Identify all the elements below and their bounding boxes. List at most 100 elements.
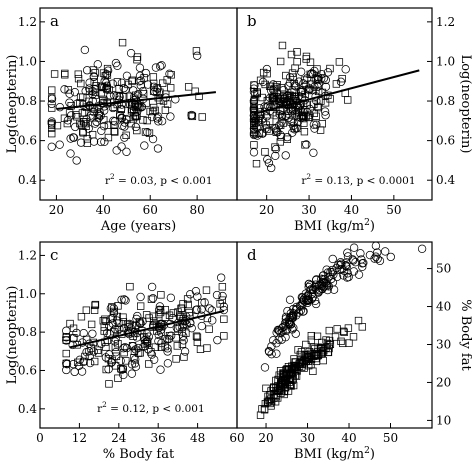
square-point [48,86,56,94]
square-point [188,112,197,121]
square-point [147,295,156,303]
square-point [69,324,78,332]
circle-point [216,273,226,282]
x-tick-label: 40 [341,431,356,445]
circle-point [155,305,164,314]
square-point [317,344,326,352]
y-tick-label: 1.2 [436,15,455,29]
circle-point [102,78,111,88]
circle-point [78,100,88,109]
x-tick-label: 60 [229,431,244,445]
circle-point [119,83,128,93]
circle-point [180,347,190,356]
circle-point [133,90,143,99]
circle-point [163,359,173,368]
square-point [165,311,174,319]
circle-point [90,119,100,128]
circle-point [119,370,128,380]
circle-point [135,77,144,86]
square-point [94,349,103,357]
square-point [262,384,270,393]
square-point [61,71,69,79]
circle-point [269,336,278,345]
circle-point [275,121,284,130]
circle-point [96,137,106,147]
square-point [318,120,326,128]
square-point [87,320,96,329]
circle-point [297,88,306,97]
circle-point [150,355,159,364]
square-point [48,104,56,112]
square-point [173,342,182,350]
circle-point [148,294,158,303]
square-point [292,109,301,118]
circle-point [336,77,346,87]
circle-point [288,128,297,137]
square-point [300,127,309,136]
square-point [161,313,170,321]
circle-point [62,333,71,342]
circle-point [84,124,93,133]
y-axis-label: Log(neopterin) [5,55,20,154]
x-tick-label: 12 [72,431,87,445]
circle-point [118,364,128,374]
square-point [256,76,265,85]
circle-point [103,66,113,75]
circle-point [102,69,111,79]
circle-point [287,116,296,125]
circle-point [136,103,145,112]
circle-point [66,149,75,158]
circle-point [358,262,367,272]
circle-point [187,323,196,333]
circle-point [314,74,323,84]
circle-point [341,65,350,74]
circle-point [281,312,291,322]
panel-letter: c [50,246,58,264]
square-point [299,360,307,368]
circle-point [126,48,136,58]
circle-point [264,346,274,356]
circle-point [111,334,120,343]
square-point [62,349,70,358]
circle-point [262,64,272,74]
circle-point [82,66,92,75]
circle-point [349,256,358,265]
circle-point [62,359,72,369]
circle-point [314,79,323,88]
circle-point [271,144,281,154]
circle-point [197,305,206,314]
x-tick-label: 48 [190,431,205,445]
square-point [74,70,82,78]
square-point [202,286,211,294]
y-tick-label: 1.2 [18,15,37,29]
circle-point [261,124,270,133]
circle-point [85,358,95,368]
circle-point [113,61,122,70]
circle-point [268,92,278,102]
square-point [48,124,56,132]
square-point [192,332,201,340]
circle-point [213,335,222,345]
circle-point [273,127,282,137]
circle-point [88,86,97,96]
square-point [271,143,279,151]
circle-point [258,77,268,87]
circle-point [99,121,109,131]
circle-point [121,99,131,109]
circle-point [310,82,319,92]
circle-point [179,331,188,341]
circle-point [275,110,284,119]
stat-annotation: r2 = 0.13, p < 0.0001 [301,172,415,187]
square-point [358,323,367,331]
square-point [296,350,305,359]
x-tick-label: 24 [111,431,127,445]
y-tick-label: 0.6 [18,134,37,148]
circle-point [97,126,106,135]
circle-point [253,131,262,140]
square-point [324,348,332,356]
circle-point [263,155,272,164]
square-point [133,53,142,61]
square-point [270,383,278,391]
y-tick-label: 40 [436,300,451,314]
circle-point [76,138,86,147]
